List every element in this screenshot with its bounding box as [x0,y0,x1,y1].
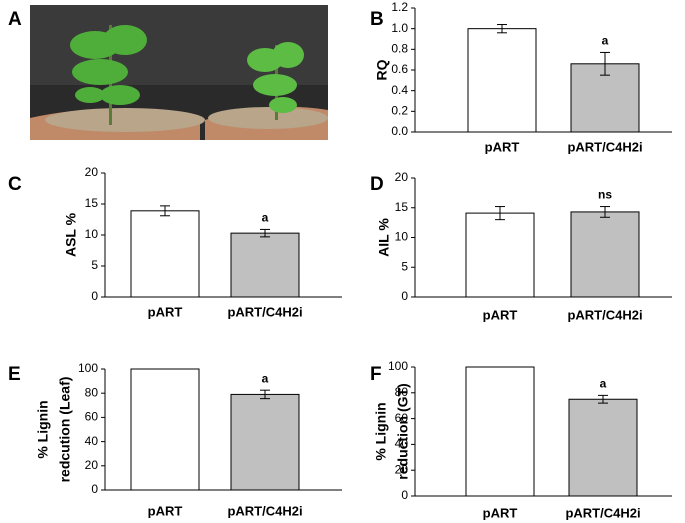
y-tick-label: 80 [85,385,99,399]
y-tick-label: 0 [91,482,98,496]
y-tick-label: 0 [401,488,408,502]
x-tick-label: pART [483,505,518,520]
soil-right [208,107,328,129]
significance-label: ns [598,188,612,202]
y-axis-label: redcution (Leaf) [57,377,73,483]
significance-label: a [262,211,269,225]
x-tick-label: pART/C4H2i [227,304,302,319]
y-tick-label: 100 [388,359,408,373]
y-tick-label: 0 [401,289,408,303]
y-tick-label: 40 [395,437,409,451]
x-tick-label: pART/C4H2i [567,307,642,322]
y-tick-label: 20 [85,165,99,179]
panel-label: B [370,9,384,30]
y-axis-label: RQ [374,59,390,80]
panel-label: D [370,174,384,195]
y-tick-label: 20 [395,170,409,184]
bar [465,212,535,298]
x-tick-label: pART [148,304,183,319]
y-tick-label: 60 [85,410,99,424]
panel-label: E [8,364,21,385]
x-tick-label: pART [148,503,183,518]
y-tick-label: 20 [395,462,409,476]
panel-label: C [8,174,22,195]
y-tick-label: 0 [91,289,98,303]
y-axis-label: % Lignin [35,400,51,458]
x-tick-label: pART [483,307,518,322]
y-tick-label: 0.8 [391,42,408,56]
photo [30,5,328,140]
x-tick-label: pART/C4H2i [567,139,642,154]
bar [467,28,537,133]
plant-right [247,42,304,120]
y-tick-label: 0.2 [391,104,408,118]
y-tick-label: 10 [85,227,99,241]
bar [130,368,200,491]
y-tick-label: 40 [85,434,99,448]
plant-left [70,25,147,125]
y-tick-label: 0.6 [391,62,408,76]
significance-label: a [600,377,607,391]
significance-label: a [602,34,609,48]
bar [230,393,300,491]
x-tick-label: pART/C4H2i [565,505,640,520]
y-axis-label: % Lignin [373,402,389,460]
y-tick-label: 5 [91,258,98,272]
y-tick-label: 1.2 [391,0,408,14]
significance-label: a [262,371,269,385]
bar [130,210,200,298]
y-tick-label: 80 [395,385,409,399]
y-axis-label: AIL % [376,218,392,257]
y-tick-label: 100 [78,361,98,375]
y-axis-label: reduction (GT) [395,383,411,479]
y-tick-label: 20 [85,458,99,472]
bar [568,398,638,497]
soil-left [45,108,205,132]
y-tick-label: 15 [85,196,99,210]
panel-label: A [8,9,22,30]
y-tick-label: 1.0 [391,21,408,35]
panel-label: F [370,364,382,385]
bar [570,211,640,298]
y-axis-label: ASL % [63,212,79,257]
y-tick-label: 0.4 [391,83,408,97]
y-tick-label: 60 [395,411,409,425]
y-tick-label: 0.0 [391,124,408,138]
bar [465,366,535,497]
y-tick-label: 5 [401,259,408,273]
bar [230,232,300,298]
x-tick-label: pART/C4H2i [227,503,302,518]
y-tick-label: 15 [395,200,409,214]
x-tick-label: pART [485,139,520,154]
y-tick-label: 10 [395,230,409,244]
